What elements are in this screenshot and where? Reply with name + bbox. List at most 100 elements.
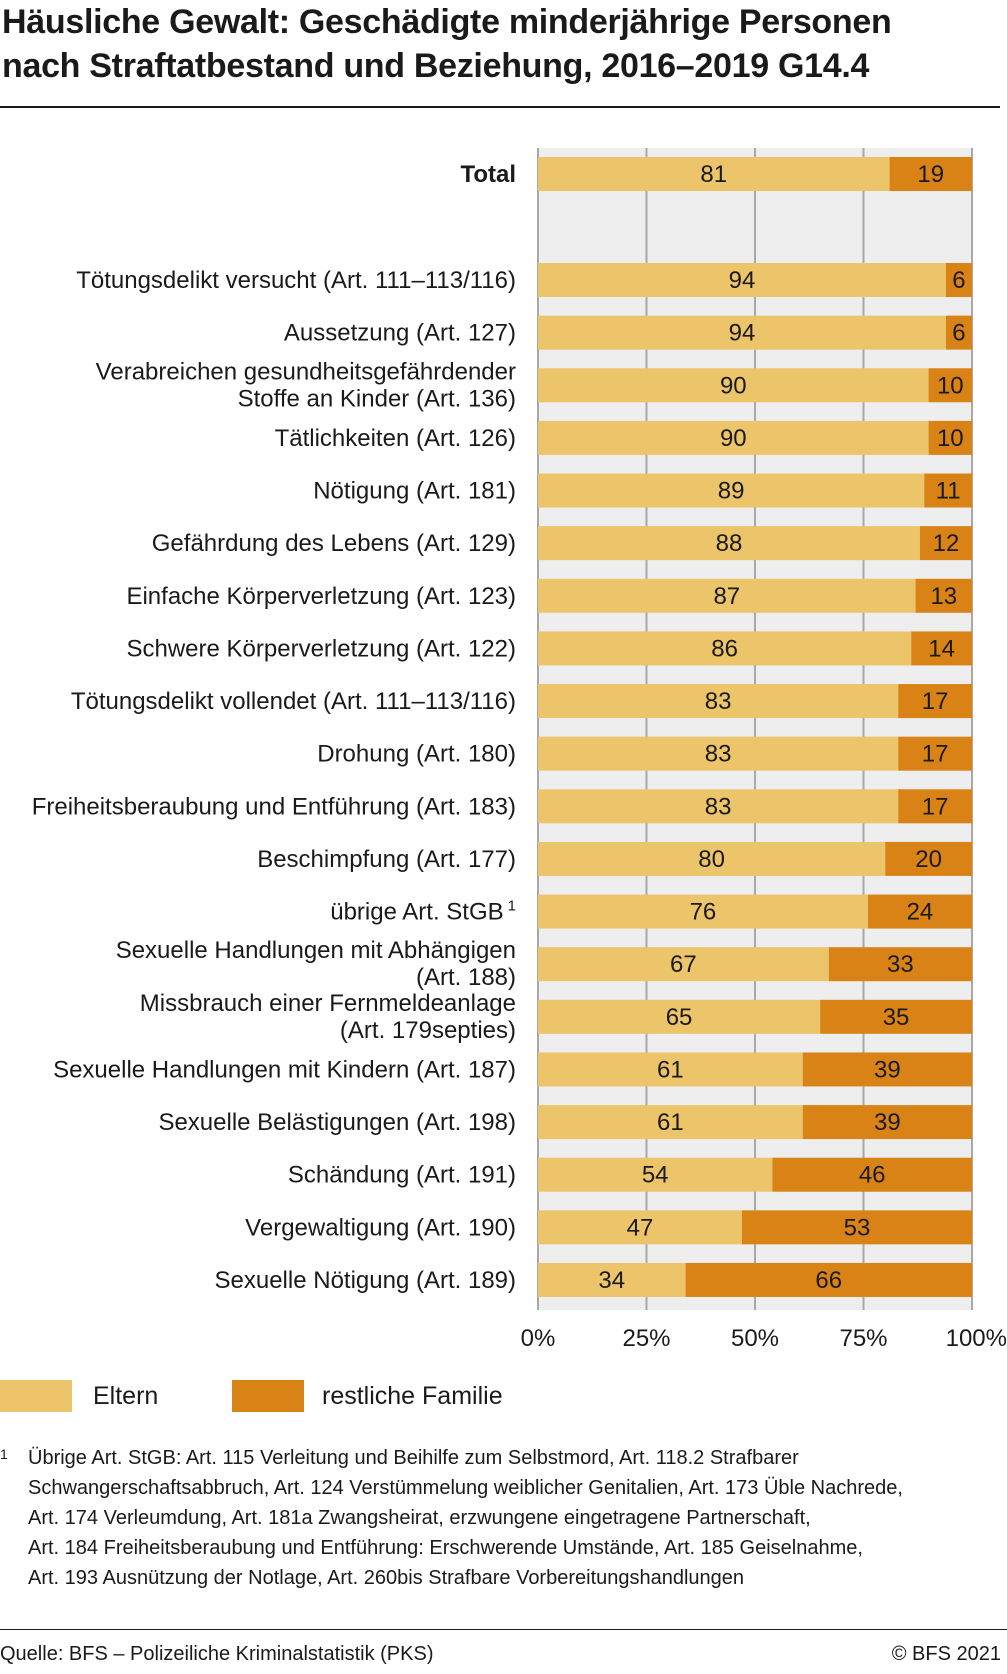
bar-segment-restliche-familie	[889, 157, 972, 191]
footnote-line: Art. 193 Ausnützung der Notlage, Art. 26…	[28, 1567, 745, 1589]
data-label: 90	[720, 372, 747, 399]
footnote-marker: 1	[0, 1446, 8, 1462]
bar-segment-eltern	[538, 684, 899, 719]
x-axis-ticks: 0% 25% 50% 75% 100%	[521, 1325, 1007, 1352]
bar-segment-eltern	[538, 999, 821, 1034]
data-label: 6	[952, 267, 965, 294]
category-label-line: Missbrauch einer Fernmeldeanlage	[140, 990, 516, 1017]
data-label: 83	[705, 741, 732, 768]
x-tick-label: 0%	[521, 1325, 556, 1352]
bar-segment-eltern	[538, 157, 890, 191]
footnote-line: Schwangerschaftsabbruch, Art. 124 Verstü…	[28, 1477, 903, 1499]
bar-segment-restliche-familie	[741, 1210, 972, 1245]
data-label: 80	[698, 846, 725, 873]
category-label: Sexuelle Handlungen mit Kindern (Art. 18…	[53, 1056, 516, 1083]
bar-segment-restliche-familie	[885, 841, 972, 876]
category-label: Aussetzung (Art. 127)	[284, 320, 516, 347]
copyright: © BFS 2021	[891, 1643, 1001, 1665]
data-label: 81	[700, 161, 727, 188]
data-label: 14	[928, 635, 955, 662]
x-tick-label: 25%	[622, 1325, 670, 1352]
bar-segment-restliche-familie	[919, 526, 972, 561]
data-label: 17	[922, 688, 949, 715]
bar-segment-eltern	[538, 894, 868, 929]
bar-segment-eltern	[538, 1262, 686, 1297]
category-label: Gefährdung des Lebens (Art. 129)	[152, 530, 516, 557]
category-label: Missbrauch einer Fernmeldeanlage (Art. 17…	[140, 990, 516, 1044]
legend-label-eltern: Eltern	[93, 1382, 159, 1410]
data-label: 13	[930, 583, 957, 610]
data-label: 76	[690, 899, 717, 926]
data-label: 20	[915, 846, 942, 873]
category-label-line: (Art. 188)	[416, 964, 516, 991]
data-label: 83	[705, 793, 732, 820]
bar-segment-eltern	[538, 315, 946, 350]
category-label: Drohung (Art. 180)	[317, 741, 516, 768]
data-label: 61	[657, 1109, 684, 1136]
category-label: Sexuelle Belästigungen (Art. 198)	[158, 1109, 516, 1136]
category-label: Schändung (Art. 191)	[288, 1162, 516, 1189]
data-label: 17	[922, 793, 949, 820]
data-label: 33	[887, 951, 914, 978]
category-label: Beschimpfung (Art. 177)	[257, 846, 516, 873]
category-label: übrige Art. StGB 1	[330, 898, 516, 926]
footnote-reference: 1	[508, 898, 516, 915]
data-label: 39	[874, 1056, 901, 1083]
category-label: Freiheitsberaubung und Entführung (Art. …	[32, 793, 516, 820]
bar-segment-eltern	[538, 368, 929, 403]
category-label: Sexuelle Nötigung (Art. 189)	[215, 1267, 517, 1294]
category-label: Vergewaltigung (Art. 190)	[245, 1214, 516, 1241]
bar-segment-restliche-familie	[945, 315, 972, 350]
data-label: 89	[718, 478, 745, 505]
data-label: 94	[729, 267, 756, 294]
bar-segment-eltern	[538, 841, 886, 876]
bar-segment-eltern	[538, 1157, 773, 1192]
data-label: 6	[952, 320, 965, 347]
data-label: 11	[936, 478, 961, 505]
bar-segment-restliche-familie	[802, 1052, 972, 1087]
category-label: Einfache Körperverletzung (Art. 123)	[126, 583, 516, 610]
bar-segment-restliche-familie	[928, 420, 972, 455]
category-label: Sexuelle Handlungen mit Abhängigen (Art. …	[116, 937, 516, 991]
bar-segment-eltern	[538, 947, 829, 982]
footnote-line: Übrige Art. StGB: Art. 115 Verleitung un…	[28, 1447, 799, 1469]
category-label-line: Verabreichen gesundheitsgefährdender	[96, 358, 516, 385]
data-label: 34	[598, 1267, 625, 1294]
category-label-text: übrige Art. StGB	[330, 899, 503, 926]
bar-segment-restliche-familie	[772, 1157, 972, 1192]
category-label: Total	[460, 161, 516, 188]
bar-segment-eltern	[538, 736, 899, 771]
bar-segment-eltern	[538, 473, 925, 508]
title-line-1: Häusliche Gewalt: Geschädigte minderjähr…	[2, 3, 892, 41]
category-label: Tötungsdelikt versucht (Art. 111–113/116…	[76, 267, 516, 294]
bar-segment-restliche-familie	[898, 684, 972, 719]
data-label: 67	[670, 951, 697, 978]
data-label: 53	[844, 1214, 871, 1241]
bar-segment-eltern	[538, 1052, 803, 1087]
footnote-line: Art. 174 Verleumdung, Art. 181a Zwangshe…	[28, 1507, 811, 1529]
data-label: 90	[720, 425, 747, 452]
bar-segment-restliche-familie	[820, 999, 972, 1034]
x-tick-label: 50%	[731, 1325, 779, 1352]
data-label: 24	[907, 899, 934, 926]
bar-segment-eltern	[538, 789, 899, 824]
bar-segment-eltern	[538, 263, 946, 297]
data-label: 66	[815, 1267, 842, 1294]
footer-divider	[0, 1629, 1007, 1630]
bar-segment-restliche-familie	[685, 1262, 972, 1297]
data-label: 47	[627, 1214, 654, 1241]
data-label: 54	[642, 1162, 669, 1189]
data-label: 17	[922, 741, 949, 768]
title-divider	[0, 106, 1000, 108]
bar-segment-restliche-familie	[828, 947, 972, 982]
bars: 81 19 94 6 94 6 90 10 90 10 89 11 88 12 87 13 86 14 83 17 83…	[538, 157, 972, 1297]
category-labels: Total Tötungsdelikt versucht (Art. 111–11…	[32, 161, 516, 1294]
category-label: Tätlichkeiten (Art. 126)	[275, 425, 516, 452]
data-label: 19	[917, 161, 944, 188]
x-tick-label: 75%	[839, 1325, 887, 1352]
bar-segment-restliche-familie	[802, 1105, 972, 1140]
bar-segment-eltern	[538, 631, 912, 666]
source-note: Quelle: BFS – Polizeiliche Kriminalstati…	[0, 1643, 434, 1665]
data-label: 86	[711, 635, 738, 662]
category-label-line: Sexuelle Handlungen mit Abhängigen	[116, 937, 516, 964]
